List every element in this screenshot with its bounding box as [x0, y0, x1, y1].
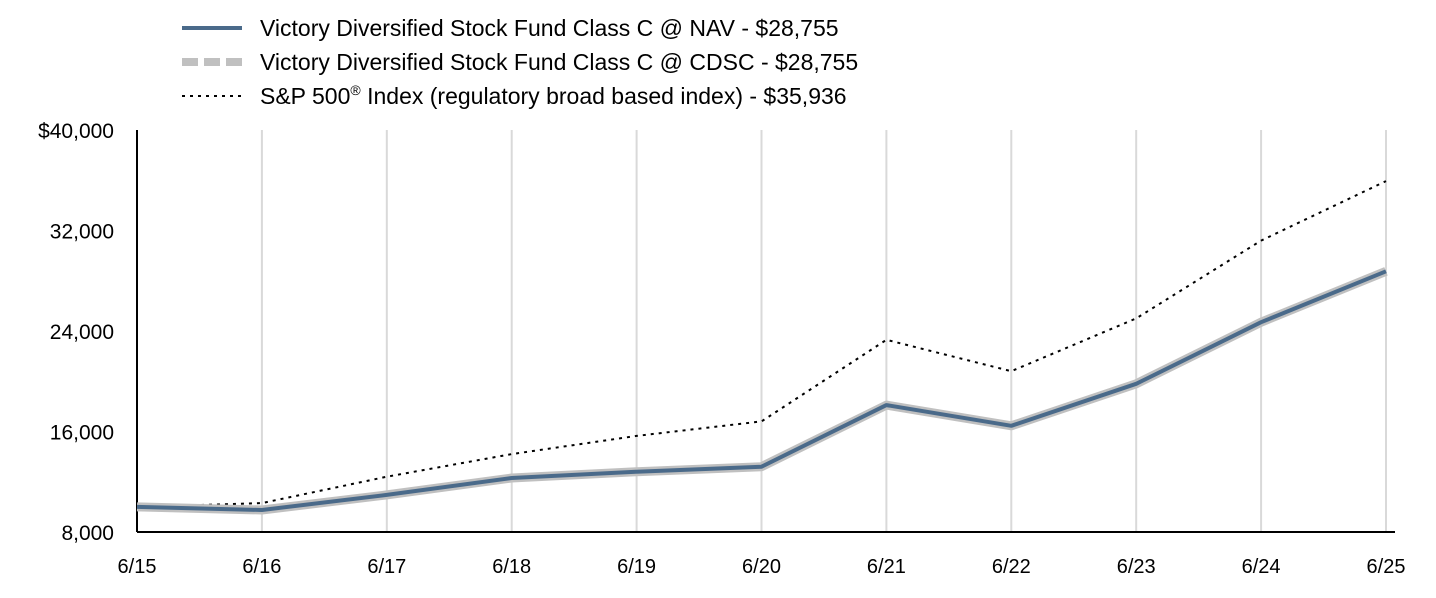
x-axis-ticks: 6/15 6/16 6/17 6/18 6/19 6/20 6/21 6/22 6/23 6/24…	[118, 556, 1406, 578]
x-tick-label: 6/17	[367, 556, 406, 578]
x-tick-label: 6/15	[118, 556, 157, 578]
x-tick-label: 6/21	[867, 556, 906, 578]
x-tick-label: 6/25	[1367, 556, 1406, 578]
x-tick-label: 6/22	[992, 556, 1031, 578]
axes	[136, 130, 1395, 533]
legend-label-sp500-sup: ®	[350, 82, 361, 98]
y-tick-label: 32,000	[50, 221, 114, 244]
x-tick-label: 6/18	[492, 556, 531, 578]
y-tick-label: 8,000	[61, 522, 114, 545]
legend-item-cdsc: Victory Diversified Stock Fund Class C @…	[182, 49, 858, 75]
series-line-nav	[136, 269, 1387, 512]
grid-lines	[260, 130, 1387, 532]
x-tick-label: 6/24	[1242, 556, 1281, 578]
legend-label-sp500-rest: Index (regulatory broad based index) - $…	[361, 83, 847, 109]
legend: Victory Diversified Stock Fund Class C @…	[182, 15, 858, 109]
x-tick-label: 6/20	[742, 556, 781, 578]
x-tick-label: 6/19	[617, 556, 656, 578]
x-tick-label: 6/16	[242, 556, 281, 578]
y-tick-label: 16,000	[50, 422, 114, 445]
legend-label-nav: Victory Diversified Stock Fund Class C @…	[260, 15, 839, 41]
legend-item-sp500: S&P 500® Index (regulatory broad based i…	[182, 82, 847, 109]
x-tick-label: 6/23	[1117, 556, 1156, 578]
legend-label-sp500: S&P 500® Index (regulatory broad based i…	[260, 82, 847, 109]
legend-item-nav: Victory Diversified Stock Fund Class C @…	[182, 15, 839, 41]
y-axis-ticks: $40,000 32,000 24,000 16,000 8,000	[38, 120, 114, 545]
y-tick-label: 24,000	[50, 321, 114, 344]
y-tick-label: $40,000	[38, 120, 114, 143]
series-lines	[136, 180, 1388, 515]
legend-label-cdsc: Victory Diversified Stock Fund Class C @…	[260, 49, 858, 75]
legend-label-sp500-main: S&P 500	[260, 83, 350, 109]
series-line-sp500	[136, 180, 1387, 508]
